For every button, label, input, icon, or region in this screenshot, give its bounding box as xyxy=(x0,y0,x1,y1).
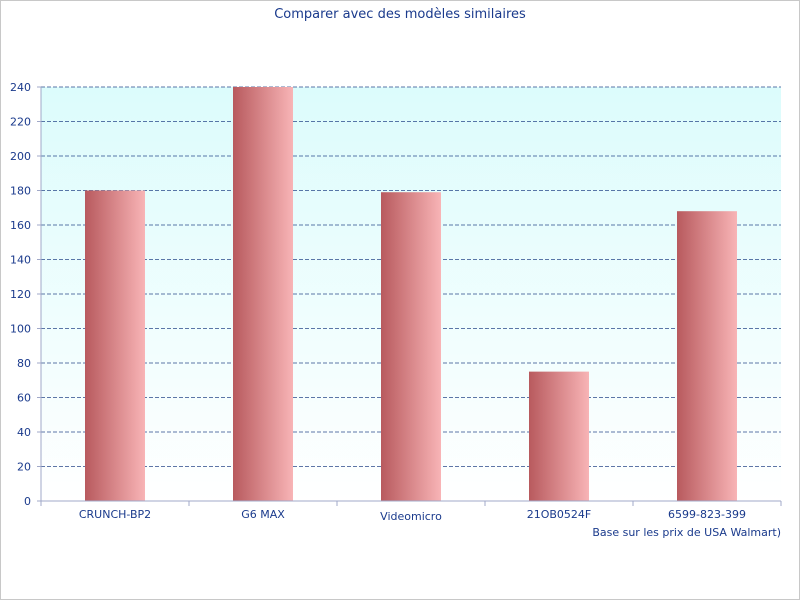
y-tick-label: 0 xyxy=(24,495,31,508)
bar xyxy=(85,190,145,501)
x-tick-labels: CRUNCH-BP2 G6 MAX Videomicro 21OB0524F 6599-… xyxy=(79,508,746,523)
y-tick-label: 220 xyxy=(10,116,31,129)
x-tick-label: 6599-823-399 xyxy=(668,508,746,521)
bar xyxy=(677,211,737,501)
y-tick-label: 180 xyxy=(10,185,31,198)
x-tick-label: G6 MAX xyxy=(241,508,285,521)
bar xyxy=(529,371,589,501)
y-tick-label: 160 xyxy=(10,219,31,232)
chart-title: Comparer avec des modèles similaires xyxy=(274,7,526,22)
y-tick-label: 60 xyxy=(17,392,31,405)
y-tick-label: 20 xyxy=(17,461,31,474)
bar xyxy=(381,192,441,501)
y-tick-label: 40 xyxy=(17,426,31,439)
bars xyxy=(85,87,737,501)
x-tick-label: CRUNCH-BP2 xyxy=(79,508,151,521)
y-tick-labels: 0 20 40 60 80 100 120 140 160 180 200 220 240 xyxy=(10,81,31,508)
y-tick-label: 200 xyxy=(10,150,31,163)
x-tick-label: 21OB0524F xyxy=(527,508,592,521)
x-tick-label: Videomicro xyxy=(380,510,442,523)
bar xyxy=(233,87,293,501)
y-tick-label: 240 xyxy=(10,81,31,94)
y-tick-label: 100 xyxy=(10,323,31,336)
y-tick-label: 80 xyxy=(17,357,31,370)
y-tick-label: 140 xyxy=(10,254,31,267)
y-tick-label: 120 xyxy=(10,288,31,301)
price-source-note: Base sur les prix de USA Walmart) xyxy=(592,526,781,539)
axes xyxy=(37,86,782,506)
